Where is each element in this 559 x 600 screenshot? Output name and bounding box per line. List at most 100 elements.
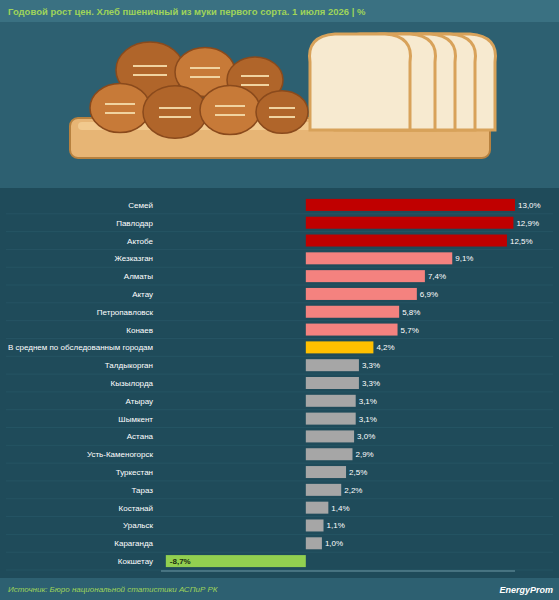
category-label: Конаев <box>126 326 153 335</box>
row-separator <box>6 338 553 339</box>
data-label: 1,0% <box>325 539 343 548</box>
bun-score <box>105 104 135 113</box>
category-label: Талдыкорган <box>105 361 153 370</box>
row-separator <box>6 516 553 517</box>
category-label: Актау <box>132 290 153 299</box>
bar <box>306 484 341 496</box>
bun <box>256 91 308 134</box>
bar <box>306 235 507 247</box>
category-label: Караганда <box>114 539 153 548</box>
row-separator <box>6 356 553 357</box>
bread-slice <box>310 34 411 130</box>
bar <box>306 537 322 549</box>
row-separator <box>6 427 553 428</box>
bar <box>306 217 514 229</box>
data-label: 5,8% <box>402 308 420 317</box>
data-label: 12,9% <box>516 219 539 228</box>
title: Годовой рост цен. Хлеб пшеничный из муки… <box>8 6 366 17</box>
category-label: Усть-Каменогорск <box>87 450 154 459</box>
bun-score <box>159 108 191 117</box>
row-separator <box>6 391 553 392</box>
bar <box>306 270 425 282</box>
row-separator <box>6 320 553 321</box>
category-label: Уральск <box>123 521 153 530</box>
data-label: 2,5% <box>349 468 367 477</box>
bar <box>306 341 374 353</box>
source: Источник: Бюро национальной статистики А… <box>8 585 219 594</box>
category-label: Кокшетау <box>118 557 153 566</box>
row-separator <box>6 480 553 481</box>
category-label: Астана <box>127 432 154 441</box>
footer-background <box>0 578 559 600</box>
data-label: 3,0% <box>357 432 375 441</box>
bar <box>306 448 353 460</box>
bun-score <box>215 106 245 115</box>
row-separator <box>6 249 553 250</box>
data-label: 2,2% <box>344 486 362 495</box>
bar <box>306 324 398 336</box>
data-label: 1,4% <box>331 504 349 513</box>
row-separator <box>6 445 553 446</box>
header-background <box>0 0 559 188</box>
row-separator <box>6 409 553 410</box>
category-label: Петропавловск <box>97 308 154 317</box>
row-separator <box>6 285 553 286</box>
bar <box>166 555 306 567</box>
bun-score <box>133 66 167 75</box>
category-label: Тараз <box>132 486 154 495</box>
data-label: 1,1% <box>327 521 345 530</box>
bun-score <box>241 76 269 85</box>
category-label: Атырау <box>126 397 153 406</box>
row-separator <box>6 552 553 553</box>
data-label: 2,9% <box>355 450 373 459</box>
row-separator <box>6 231 553 232</box>
category-label: Шымкент <box>118 415 153 424</box>
row-separator <box>6 267 553 268</box>
data-label: 6,9% <box>420 290 438 299</box>
bar <box>306 519 324 531</box>
bars <box>166 199 515 567</box>
row-separator <box>6 374 553 375</box>
bar <box>306 413 356 425</box>
data-label: -8,7% <box>170 557 191 566</box>
data-label: 3,1% <box>359 415 377 424</box>
bar <box>306 502 329 514</box>
bun <box>200 85 260 134</box>
background <box>0 0 559 600</box>
category-label: Павлодар <box>116 219 153 228</box>
bar <box>306 466 346 478</box>
bar <box>306 377 359 389</box>
category-label: В среднем по обследованным городам <box>8 343 153 352</box>
category-label: Семей <box>128 201 153 210</box>
title-strip <box>0 0 559 22</box>
data-label: 4,2% <box>376 343 394 352</box>
category-label: Костанай <box>119 504 153 513</box>
data-label: 13,0% <box>518 201 541 210</box>
bun-score <box>190 68 220 77</box>
axis-line <box>161 571 515 572</box>
category-label: Жезказган <box>114 254 153 263</box>
data-label: 7,4% <box>428 272 446 281</box>
bar <box>306 430 354 442</box>
bun-score <box>269 108 295 117</box>
category-label: Туркестан <box>116 468 153 477</box>
data-label: 9,1% <box>455 254 473 263</box>
data-label: 3,3% <box>362 379 380 388</box>
row-separator <box>6 534 553 535</box>
bar <box>306 252 452 264</box>
row-separator <box>6 498 553 499</box>
category-label: Алматы <box>124 272 153 281</box>
bun <box>143 86 207 138</box>
row-separator <box>6 302 553 303</box>
bun <box>90 83 150 132</box>
row-separator <box>6 463 553 464</box>
row-bands <box>6 214 553 570</box>
data-label: 5,7% <box>401 326 419 335</box>
category-label: Актобе <box>127 237 153 246</box>
brand: EnergyProm <box>499 585 553 595</box>
row-separator <box>6 570 553 571</box>
data-label: 3,3% <box>362 361 380 370</box>
bar <box>306 306 399 318</box>
data-label: 3,1% <box>359 397 377 406</box>
bar <box>306 359 359 371</box>
